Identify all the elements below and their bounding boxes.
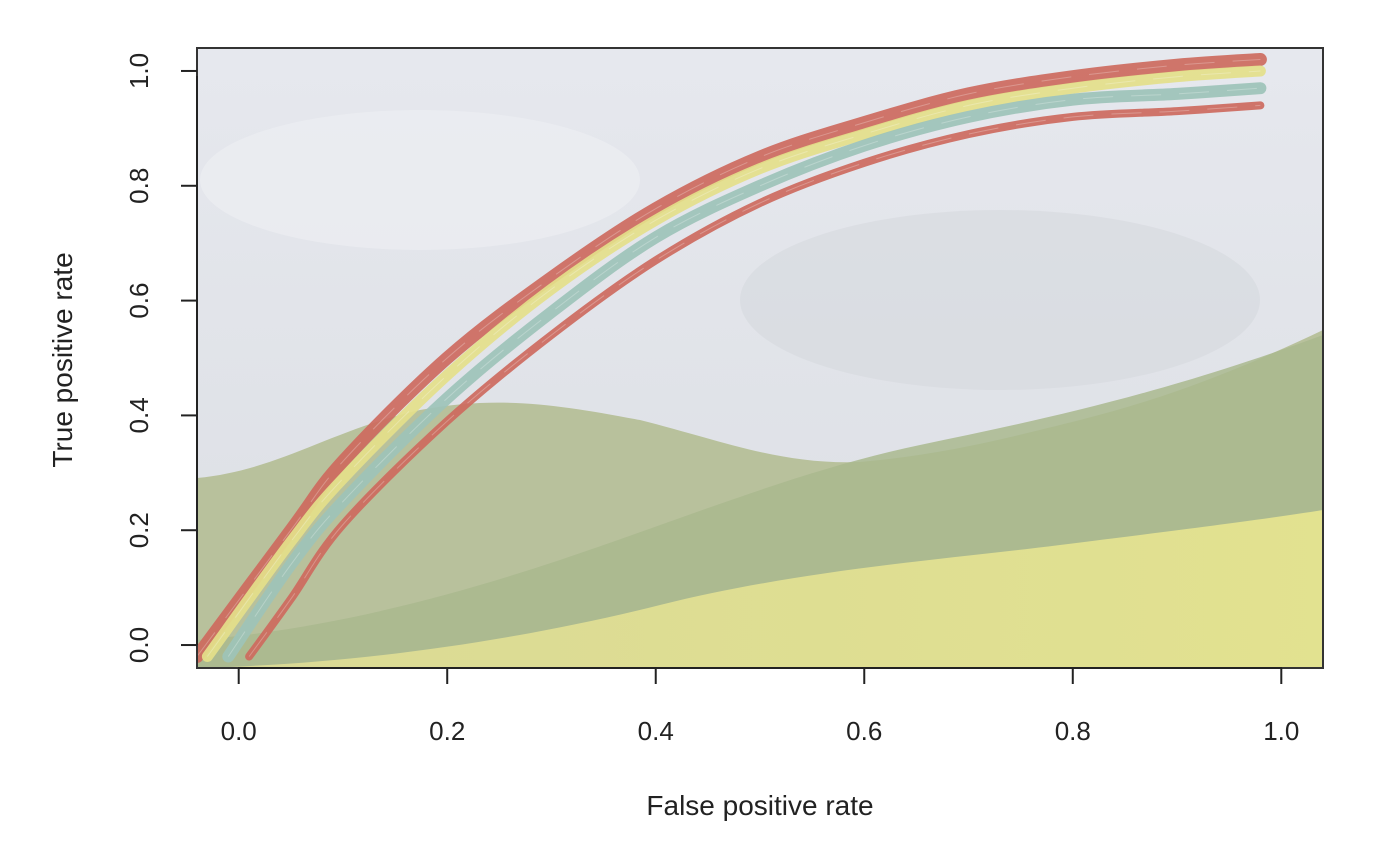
roc-curve-texture	[206, 70, 1261, 657]
y-tick-label: 1.0	[124, 53, 154, 89]
y-tick-label: 0.0	[124, 627, 154, 663]
yellow-field	[197, 510, 1323, 668]
roc-curve-texture	[227, 87, 1261, 657]
x-tick-label: 0.0	[221, 716, 257, 746]
series-layer	[197, 53, 1267, 663]
y-tick-label: 0.4	[124, 397, 154, 433]
cloud	[200, 110, 640, 250]
roc-curve-texture	[197, 59, 1261, 657]
roc-curve-band	[222, 82, 1267, 663]
roc-curve-band	[245, 101, 1265, 661]
y-tick-label: 0.8	[124, 168, 154, 204]
background-photo	[197, 48, 1323, 668]
roc-curve-texture	[248, 104, 1261, 657]
y-axis: 0.0 0.2 0.4 0.6 0.8 1.0	[124, 53, 198, 663]
x-axis: 0.0 0.2 0.4 0.6 0.8 1.0	[221, 667, 1299, 746]
y-axis-title: True positive rate	[47, 252, 78, 467]
x-tick-label: 1.0	[1263, 716, 1299, 746]
roc-curve-band	[197, 53, 1267, 663]
x-tick-label: 0.8	[1055, 716, 1091, 746]
x-tick-label: 0.6	[846, 716, 882, 746]
x-axis-title: False positive rate	[646, 790, 873, 821]
y-tick-label: 0.2	[124, 512, 154, 548]
x-tick-label: 0.4	[638, 716, 674, 746]
cloud	[740, 210, 1260, 390]
roc-curve-band	[201, 65, 1266, 662]
x-tick-label: 0.2	[429, 716, 465, 746]
y-tick-label: 0.6	[124, 283, 154, 319]
